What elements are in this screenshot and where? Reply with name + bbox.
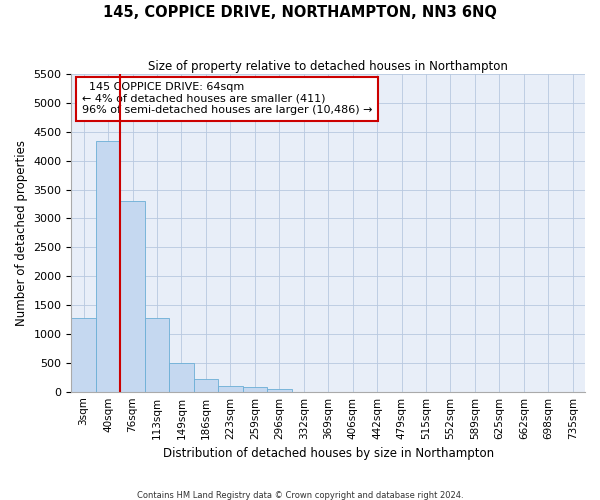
Bar [267,388,292,392]
Text: 145, COPPICE DRIVE, NORTHAMPTON, NN3 6NQ: 145, COPPICE DRIVE, NORTHAMPTON, NN3 6NQ [103,5,497,20]
Bar [242,387,267,392]
Bar [71,318,96,392]
Title: Size of property relative to detached houses in Northampton: Size of property relative to detached ho… [148,60,508,73]
Bar [194,379,218,392]
Bar [145,318,169,392]
Bar [96,140,121,392]
Bar [218,386,242,392]
Y-axis label: Number of detached properties: Number of detached properties [15,140,28,326]
Text: Contains HM Land Registry data © Crown copyright and database right 2024.: Contains HM Land Registry data © Crown c… [137,490,463,500]
Bar [121,201,145,392]
Bar [169,364,194,392]
Text: 145 COPPICE DRIVE: 64sqm
← 4% of detached houses are smaller (411)
96% of semi-d: 145 COPPICE DRIVE: 64sqm ← 4% of detache… [82,82,372,116]
X-axis label: Distribution of detached houses by size in Northampton: Distribution of detached houses by size … [163,447,494,460]
